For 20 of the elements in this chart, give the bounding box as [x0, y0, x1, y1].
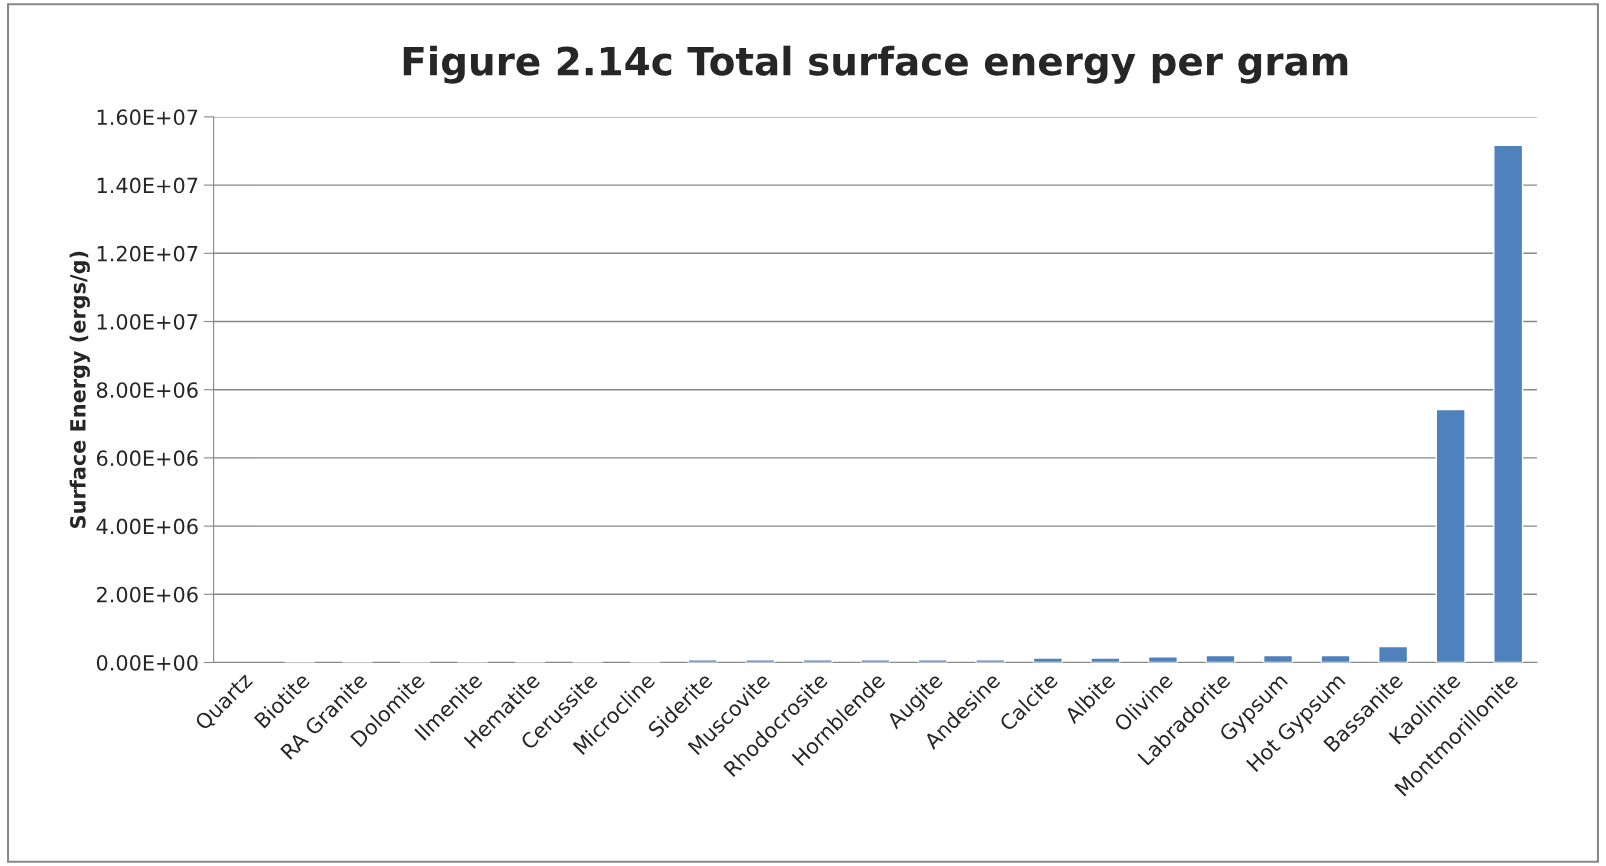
y-tick-label: 1.60E+07: [97, 109, 198, 126]
bar: [1320, 654, 1351, 663]
bar: [1090, 657, 1121, 663]
y-tick-label: 1.40E+07: [97, 177, 198, 194]
y-tick-label: 2.00E+06: [97, 586, 198, 603]
bar: [1147, 655, 1179, 663]
bar: [1032, 657, 1063, 663]
bar: [1493, 144, 1524, 663]
chart-title: Figure 2.14c Total surface energy per gram: [403, 45, 1348, 84]
bar: [1262, 654, 1294, 663]
y-tick-label: 8.00E+06: [96, 382, 198, 398]
y-tick-label: 4.00E+06: [96, 518, 198, 535]
y-axis-title: Surface Energy (ergs/g): [69, 251, 90, 528]
bar: [1205, 654, 1236, 663]
y-tick-label: 0.00E+00: [96, 654, 198, 671]
y-tick-label: 1.20E+07: [97, 245, 198, 262]
bar: [1378, 645, 1409, 663]
y-tick-label: 6.00E+06: [96, 450, 198, 467]
y-tick-label: 1.00E+07: [97, 313, 198, 330]
bar: [1435, 408, 1466, 663]
